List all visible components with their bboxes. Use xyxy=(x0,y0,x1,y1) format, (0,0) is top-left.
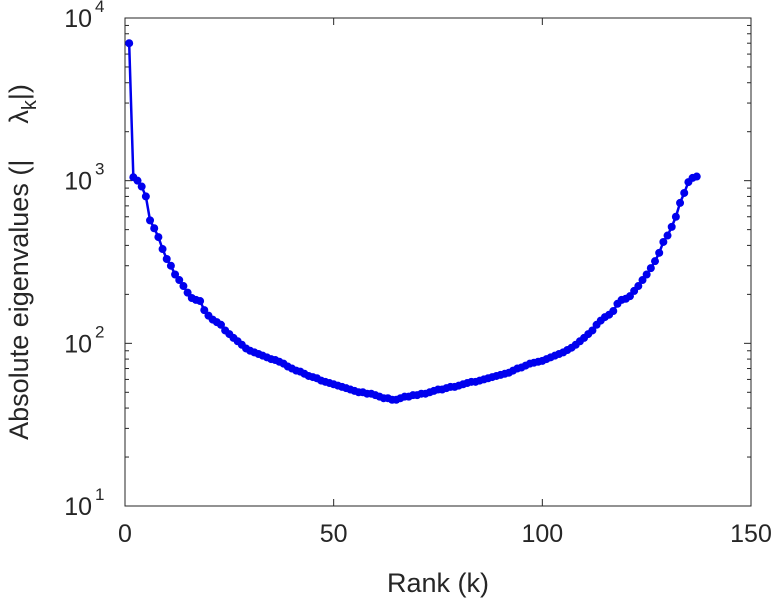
data-point xyxy=(171,270,180,279)
data-point xyxy=(137,182,146,191)
data-point xyxy=(141,192,150,201)
data-point xyxy=(646,264,655,273)
y-tick-exponent: 1 xyxy=(95,485,104,504)
plot-area xyxy=(124,17,752,507)
data-point xyxy=(609,307,618,316)
data-point xyxy=(692,172,701,181)
data-point xyxy=(166,261,175,270)
data-point xyxy=(588,326,597,335)
x-axis-label: Rank (k) xyxy=(387,568,489,598)
y-axis-label-subscript: k xyxy=(19,99,41,110)
data-point xyxy=(676,198,685,207)
data-point xyxy=(158,245,167,254)
data-series xyxy=(125,39,701,404)
data-point xyxy=(659,237,668,246)
data-point xyxy=(638,276,647,285)
y-tick-label: 10 xyxy=(64,330,92,358)
y-axis-label-symbol: λ xyxy=(4,110,34,124)
data-point xyxy=(680,188,689,197)
y-tick-label: 10 xyxy=(64,493,92,521)
data-point xyxy=(133,176,142,185)
data-point xyxy=(667,222,676,231)
data-point xyxy=(634,282,643,291)
data-point xyxy=(196,297,205,306)
data-point xyxy=(642,270,651,279)
data-point xyxy=(216,320,225,329)
data-point xyxy=(175,276,184,285)
axis-ticks xyxy=(124,17,752,507)
y-tick-label: 10 xyxy=(64,168,92,196)
data-point xyxy=(179,282,188,291)
data-point xyxy=(200,306,209,315)
y-axis-label-main: Absolute eigenvalues (| xyxy=(4,160,34,440)
data-point xyxy=(146,216,155,225)
x-tick-label: 100 xyxy=(521,520,563,548)
data-point xyxy=(671,212,680,221)
data-point xyxy=(125,39,134,48)
y-tick-exponent: 4 xyxy=(95,0,104,16)
data-point xyxy=(162,254,171,263)
y-tick-exponent: 3 xyxy=(95,160,104,179)
y-axis-label-close: |) xyxy=(4,84,34,100)
y-tick-exponent: 2 xyxy=(95,322,104,341)
data-point xyxy=(154,233,163,242)
x-tick-label: 0 xyxy=(118,520,132,548)
x-tick-label: 50 xyxy=(320,520,348,548)
data-point xyxy=(183,288,192,297)
y-axis-label: Absolute eigenvalues (| λk|) xyxy=(4,84,41,440)
data-point xyxy=(663,231,672,240)
x-tick-label: 150 xyxy=(730,520,772,548)
y-tick-label: 10 xyxy=(64,5,92,33)
data-point xyxy=(150,224,159,233)
data-point xyxy=(651,257,660,266)
data-point xyxy=(655,248,664,257)
